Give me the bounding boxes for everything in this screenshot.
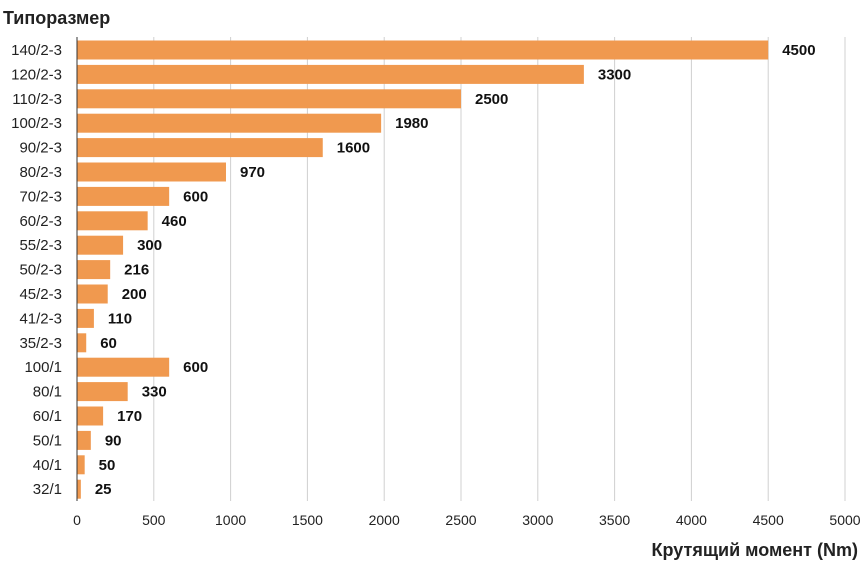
category-label: 80/2-3 (19, 164, 62, 181)
value-label: 2500 (475, 91, 508, 108)
bar (77, 89, 461, 109)
value-label: 600 (183, 359, 208, 376)
category-label: 45/2-3 (19, 286, 62, 303)
bar (77, 284, 108, 304)
category-label: 50/2-3 (19, 262, 62, 279)
bar (77, 430, 91, 450)
value-label: 600 (183, 188, 208, 205)
category-label: 100/2-3 (11, 115, 62, 132)
bar (77, 113, 382, 133)
bar (77, 260, 111, 280)
x-tick-label: 5000 (829, 512, 860, 528)
bar (77, 211, 148, 231)
bar (77, 455, 85, 475)
x-tick-label: 2000 (369, 512, 400, 528)
value-label: 300 (137, 237, 162, 254)
category-label: 110/2-3 (12, 91, 62, 108)
value-label: 330 (142, 384, 167, 401)
category-label: 35/2-3 (19, 335, 62, 352)
value-label: 90 (105, 432, 122, 449)
x-tick-label: 1500 (292, 512, 323, 528)
category-label: 55/2-3 (19, 237, 62, 254)
bars (77, 40, 769, 499)
x-tick-label: 3000 (522, 512, 553, 528)
x-tick-label: 500 (142, 512, 166, 528)
x-axis-label: Крутящий момент (Nm) (652, 540, 858, 560)
bar (77, 406, 104, 426)
bar (77, 479, 81, 499)
bar (77, 186, 170, 206)
value-label: 4500 (782, 42, 815, 59)
bar (77, 138, 323, 158)
value-label: 460 (162, 213, 187, 230)
x-tick-label: 2500 (445, 512, 476, 528)
category-label: 50/1 (33, 432, 62, 449)
category-label: 60/1 (33, 408, 62, 425)
value-label: 970 (240, 164, 265, 181)
bar (77, 333, 87, 353)
category-label: 140/2-3 (11, 42, 62, 59)
value-label: 3300 (598, 66, 631, 83)
bar (77, 382, 128, 402)
category-label: 41/2-3 (19, 310, 62, 327)
bar (77, 357, 170, 377)
category-labels: 140/2-3 120/2-3 110/2-3 100/2-3 90/2-3 80/2-3… (11, 42, 62, 498)
category-label: 40/1 (33, 457, 62, 474)
value-label: 60 (100, 335, 117, 352)
chart-title: Типоразмер (3, 8, 110, 28)
category-label: 100/1 (24, 359, 62, 376)
bar (77, 162, 226, 182)
x-tick-labels: 0 500 1000 1500 2000 2500 3000 3500 4000 4500 5000 (73, 512, 861, 528)
bar (77, 308, 94, 328)
bar (77, 64, 584, 84)
value-label: 170 (117, 408, 142, 425)
value-label: 1980 (395, 115, 428, 132)
value-label: 50 (99, 457, 116, 474)
category-label: 70/2-3 (19, 188, 62, 205)
category-label: 90/2-3 (19, 140, 62, 157)
category-label: 60/2-3 (19, 213, 62, 230)
category-label: 120/2-3 (11, 66, 62, 83)
value-label: 216 (124, 262, 149, 279)
x-tick-label: 1000 (215, 512, 246, 528)
category-label: 80/1 (33, 384, 62, 401)
x-tick-label: 0 (73, 512, 81, 528)
bar (77, 40, 769, 60)
bar (77, 235, 124, 255)
value-label: 200 (122, 286, 147, 303)
value-label: 25 (95, 481, 112, 498)
x-tick-label: 4000 (676, 512, 707, 528)
value-label: 1600 (337, 140, 370, 157)
value-label: 110 (108, 310, 132, 327)
category-label: 32/1 (33, 481, 62, 498)
x-tick-label: 3500 (599, 512, 630, 528)
x-tick-label: 4500 (753, 512, 784, 528)
